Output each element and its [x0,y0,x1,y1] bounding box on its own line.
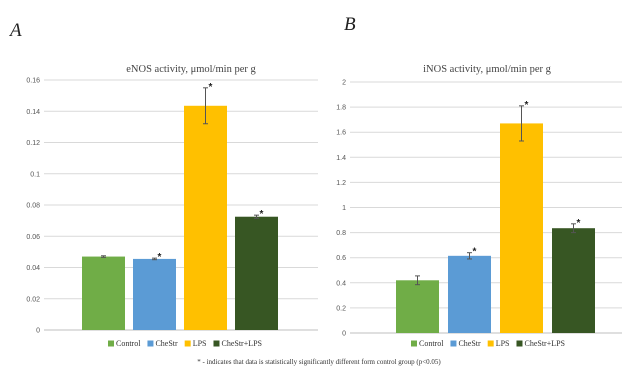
bar-chestr-plus-lps [552,228,595,333]
bar-control [82,256,125,330]
legend-label-control: Control [419,339,444,348]
y-tick-label: 1.6 [336,130,346,137]
y-tick-label: 0.8 [336,230,346,237]
panel-letter-b: B [344,14,356,35]
chart-title-inos: iNOS activity, μmol/min per g [423,64,551,75]
significance-marker: * [260,209,264,220]
y-tick-label: 0.4 [336,280,346,287]
legend-swatch-chestr [147,340,154,347]
y-tick-label: 0 [36,328,40,335]
legend-label-lps: LPS [496,339,510,348]
y-tick-label: 1.2 [336,180,346,187]
chart-panel-b: B iNOS activity, μmol/min per g 0 0.2 0.4 0… [336,14,622,338]
bar-chestr-plus-lps [235,216,278,330]
legend-swatch-chestr-plus-lps [213,340,220,347]
footnote: * - indicates that data is statistically… [197,358,441,366]
y-tick-label: 0.08 [26,203,40,210]
legend-label-chestr: CheStr [458,339,481,348]
legend-panel-b: Control CheStr LPS CheStr+LPS [411,339,565,348]
significance-marker: * [525,100,529,111]
y-tick-label: 0.02 [26,296,40,303]
legend-swatch-control [411,340,417,347]
y-tick-label: 0.16 [26,78,40,85]
y-tick-label: 0.6 [336,255,346,262]
bar-chestr [133,258,176,330]
bar-chestr [448,255,491,333]
y-tick-label: 1 [342,205,346,212]
y-tick-label: 0.06 [26,234,40,241]
y-tick-label: 0.04 [26,265,40,272]
legend-swatch-lps [487,340,494,347]
panel-letter-a: A [8,20,22,41]
legend-label-chestr-plus-lps: CheStr+LPS [221,339,262,348]
legend-swatch-lps [184,340,191,347]
chart-panel-a: A eNOS activity, μmol/min per g 0 0.02 0.0… [8,20,318,335]
y-tick-label: 0.1 [30,171,40,178]
y-tick-label: 0.2 [336,305,346,312]
y-tick-label: 1.4 [336,155,346,162]
chart-title-enos: eNOS activity, μmol/min per g [126,64,256,75]
y-tick-label: 0.12 [26,140,40,147]
legend-panel-a: Control CheStr LPS CheStr+LPS [108,339,262,348]
bar-lps [184,105,227,330]
significance-marker: * [209,82,213,93]
y-tick-label: 1.8 [336,105,346,112]
legend-label-lps: LPS [193,339,207,348]
legend-label-chestr-plus-lps: CheStr+LPS [524,339,565,348]
y-tick-label: 2 [342,80,346,87]
legend-swatch-chestr [450,340,457,347]
significance-marker: * [158,252,162,263]
legend-swatch-chestr-plus-lps [516,340,523,347]
bar-lps [500,123,543,333]
y-tick-label: 0 [342,331,346,338]
legend-label-chestr: CheStr [155,339,178,348]
significance-marker: * [473,247,477,258]
significance-marker: * [577,218,581,229]
legend-label-control: Control [116,339,141,348]
legend-swatch-control [108,340,114,347]
bar-control [396,280,439,333]
y-tick-label: 0.14 [26,109,40,116]
